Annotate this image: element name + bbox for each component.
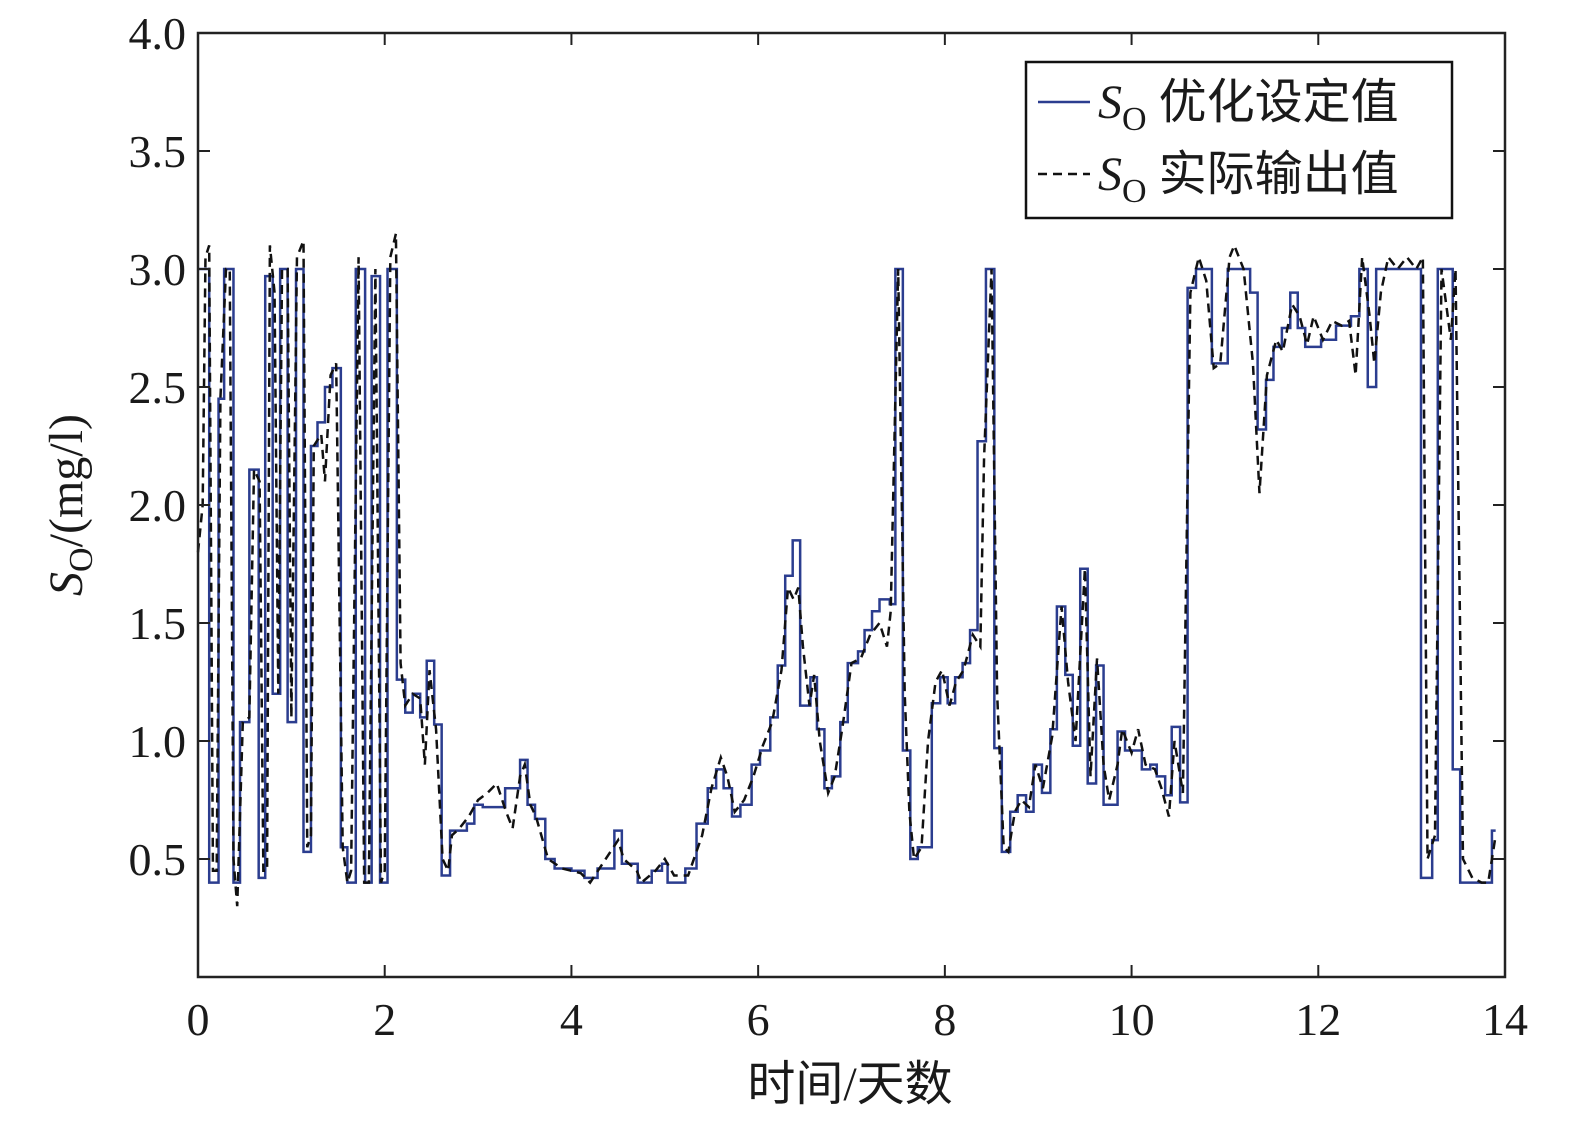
y-tick-label: 0.5 <box>129 834 187 885</box>
x-axis-label: 时间/天数 <box>747 1058 952 1111</box>
x-tick-label: 12 <box>1295 994 1341 1045</box>
y-tick-label: 3.5 <box>129 126 187 177</box>
legend-subscript: O <box>1122 173 1147 210</box>
x-tick-label: 4 <box>560 994 583 1045</box>
x-tick-label: 8 <box>933 994 956 1045</box>
y-label-subscript: O <box>63 547 100 572</box>
y-tick-label: 1.5 <box>129 598 187 649</box>
x-tick-label: 14 <box>1482 994 1528 1045</box>
y-tick-label: 2.0 <box>129 480 187 531</box>
y-label-unit: /(mg/l) <box>40 414 93 547</box>
legend-subscript: O <box>1122 101 1147 138</box>
legend-box <box>1024 60 1454 220</box>
y-tick-label: 3.0 <box>129 244 187 295</box>
y-tick-label: 4.0 <box>129 8 187 59</box>
y-axis-label: SO/(mg/l) <box>40 414 100 596</box>
legend-name: 优化设定值 <box>1159 76 1399 129</box>
legend-label: SO 实际输出值 <box>1098 148 1399 210</box>
y-label-symbol: S <box>40 572 93 596</box>
x-tick-label: 0 <box>187 994 210 1045</box>
legend-symbol: S <box>1098 148 1122 201</box>
legend-symbol: S <box>1098 76 1122 129</box>
x-tick-label: 2 <box>373 994 396 1045</box>
legend-name: 实际输出值 <box>1159 148 1399 201</box>
x-tick-label: 6 <box>747 994 770 1045</box>
y-tick-label: 2.5 <box>129 362 187 413</box>
series-line <box>196 233 1497 907</box>
y-tick-label: 1.0 <box>129 716 187 767</box>
legend-label: SO 优化设定值 <box>1098 76 1399 138</box>
x-tick-label: 10 <box>1109 994 1155 1045</box>
